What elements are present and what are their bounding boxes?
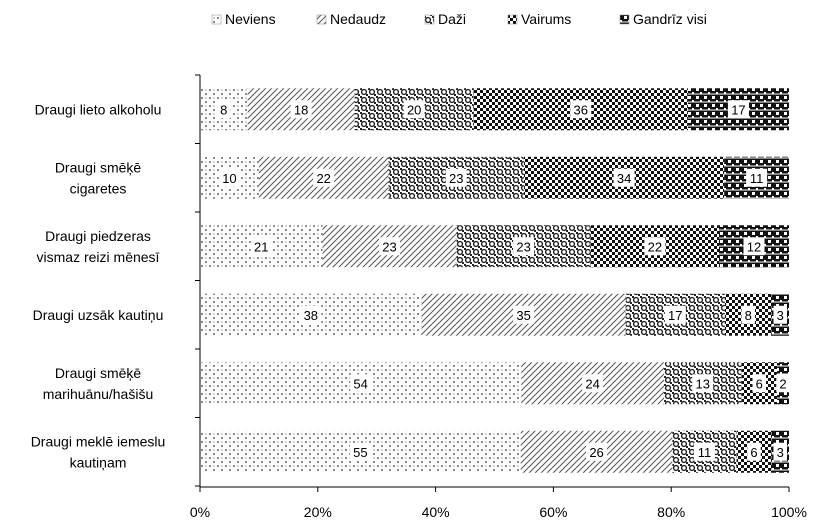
legend-swatch xyxy=(507,14,518,25)
data-label-bg xyxy=(664,305,686,324)
data-label-bg xyxy=(250,237,272,256)
data-label-bg xyxy=(586,442,608,461)
data-label-bg xyxy=(403,100,425,119)
data-label-bg xyxy=(582,374,604,393)
legend-swatch xyxy=(424,14,435,25)
data-label: 8 xyxy=(745,308,752,323)
x-tick-label: 100% xyxy=(771,504,807,520)
data-label: 20 xyxy=(407,102,421,117)
data-label-bg xyxy=(379,237,401,256)
legend: Neviens Nedaudz Daži Vairums Gandrīz visi xyxy=(211,11,707,27)
data-label-bg xyxy=(776,374,790,393)
data-label-bg xyxy=(644,237,666,256)
data-label-bg xyxy=(741,305,755,324)
data-label: 26 xyxy=(589,445,603,460)
data-label-bg xyxy=(300,305,322,324)
data-label: 22 xyxy=(316,171,330,186)
data-label-bg xyxy=(613,168,635,187)
data-label-bg xyxy=(747,442,761,461)
data-label: 23 xyxy=(449,171,463,186)
data-label: 11 xyxy=(750,171,764,186)
data-label: 38 xyxy=(304,308,318,323)
x-tick-label: 80% xyxy=(657,504,685,520)
data-label-bg xyxy=(513,305,535,324)
data-label: 13 xyxy=(695,376,709,391)
data-label: 6 xyxy=(756,376,763,391)
legend-label: Gandrīz visi xyxy=(633,11,707,27)
data-label-bg xyxy=(693,442,715,461)
data-label-bg xyxy=(349,442,371,461)
data-label: 24 xyxy=(585,376,599,391)
data-label: 8 xyxy=(220,102,227,117)
data-label-bg xyxy=(727,100,749,119)
data-label-bg xyxy=(773,305,787,324)
data-label: 22 xyxy=(648,239,662,254)
data-label-bg xyxy=(513,237,535,256)
data-label: 36 xyxy=(574,102,588,117)
category-label: Draugi smēķē marihuānu/hašišu xyxy=(43,365,154,402)
x-tick-label: 20% xyxy=(304,504,332,520)
x-tick-label: 0% xyxy=(190,504,210,520)
data-label-bg xyxy=(290,100,312,119)
legend-label: Vairums xyxy=(521,11,571,27)
legend-label: Neviens xyxy=(225,11,276,27)
data-label-bg xyxy=(570,100,592,119)
data-label: 10 xyxy=(222,171,236,186)
data-label: 12 xyxy=(747,239,761,254)
data-label: 54 xyxy=(353,376,367,391)
data-label: 17 xyxy=(668,308,682,323)
category-label: Draugi uzsāk kautiņu xyxy=(33,307,164,323)
data-label-bg xyxy=(746,168,768,187)
x-tick-label: 60% xyxy=(539,504,567,520)
data-label: 55 xyxy=(353,445,367,460)
category-label: Draugi piedzeras vismaz reizi mēnesī xyxy=(37,228,160,265)
data-label: 3 xyxy=(777,445,784,460)
category-labels: Draugi lieto alkoholu Draugi smēķē cigaret… xyxy=(31,101,166,470)
data-label: 3 xyxy=(777,308,784,323)
x-axis: 0% 20% 40% 60% 80% 100% xyxy=(190,74,807,520)
legend-swatch xyxy=(619,14,630,25)
data-label-bg xyxy=(773,442,787,461)
legend-label: Daži xyxy=(438,11,466,27)
data-label-bg xyxy=(313,168,335,187)
data-label: 23 xyxy=(382,239,396,254)
data-label-bg xyxy=(692,374,714,393)
legend-swatch xyxy=(211,14,222,25)
data-label-bg xyxy=(445,168,467,187)
data-label: 35 xyxy=(516,308,530,323)
data-label-bg xyxy=(752,374,766,393)
data-label: 6 xyxy=(750,445,757,460)
data-label-bg xyxy=(743,237,765,256)
category-label: Draugi lieto alkoholu xyxy=(35,101,162,117)
legend-swatch xyxy=(316,14,327,25)
data-label: 21 xyxy=(254,239,268,254)
data-label: 2 xyxy=(779,376,786,391)
category-label: Draugi meklē iemeslu kautiņam xyxy=(31,433,166,470)
data-label-bg xyxy=(350,374,372,393)
data-label: 34 xyxy=(617,171,631,186)
data-label: 11 xyxy=(698,445,712,460)
data-label: 18 xyxy=(294,102,308,117)
category-label: Draugi smēķē cigaretes xyxy=(55,159,142,196)
legend-label: Nedaudz xyxy=(330,11,386,27)
data-label: 17 xyxy=(731,102,745,117)
x-tick-label: 40% xyxy=(422,504,450,520)
data-label-bg xyxy=(218,168,240,187)
data-label: 23 xyxy=(516,239,530,254)
data-label-bg xyxy=(217,100,231,119)
